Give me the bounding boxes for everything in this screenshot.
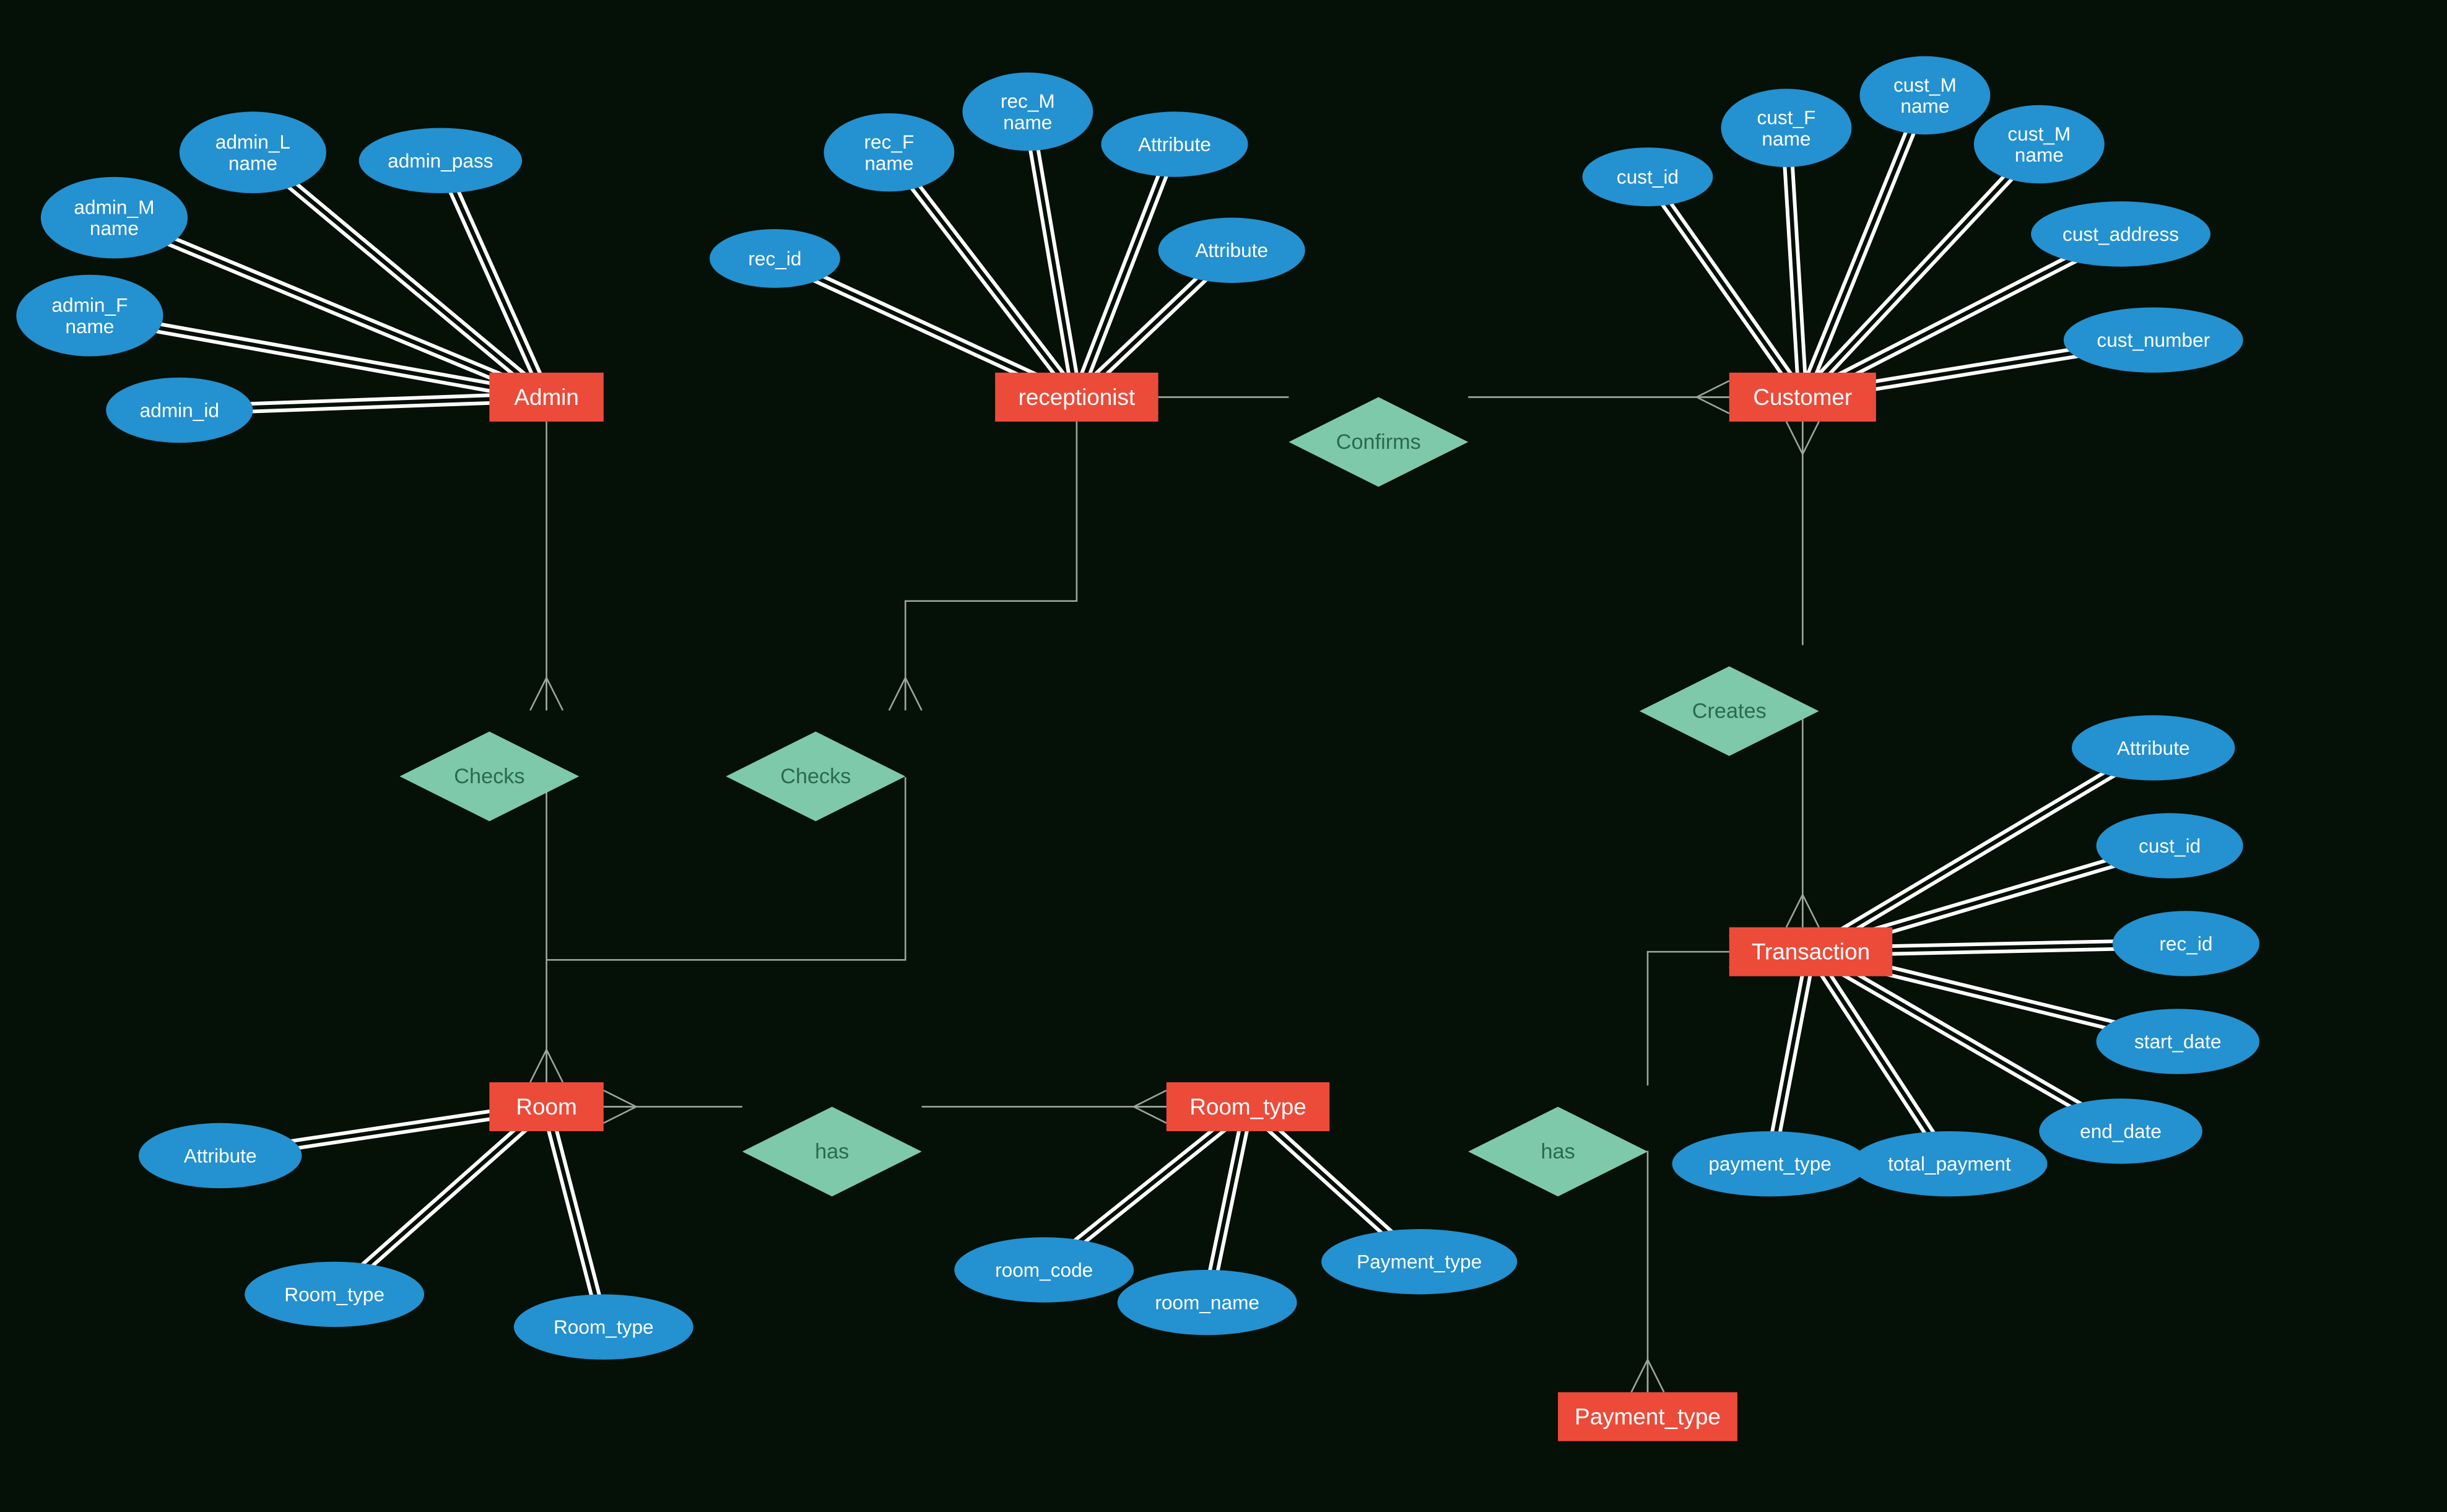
attribute-customer-5: cust_number bbox=[2064, 307, 2243, 372]
entity-label: Admin bbox=[514, 385, 579, 410]
attribute-customer-4: cust_address bbox=[2031, 201, 2210, 266]
entity-room: Room bbox=[489, 1082, 603, 1131]
attribute-label: end_date bbox=[2080, 1120, 2162, 1142]
attribute-room-2: Room_type bbox=[514, 1294, 693, 1359]
attribute-label: Attribute bbox=[1138, 133, 1211, 155]
attribute-admin-2: admin_Mname bbox=[41, 177, 188, 259]
entity-admin: Admin bbox=[489, 373, 603, 422]
entity-label: Room bbox=[516, 1094, 576, 1119]
relationship-label: Checks bbox=[454, 765, 524, 788]
attribute-label: rec_Fname bbox=[864, 131, 914, 174]
attribute-admin-0: admin_Lname bbox=[180, 111, 326, 193]
relationship-label: Creates bbox=[1692, 700, 1767, 723]
attribute-label: admin_pass bbox=[388, 149, 493, 172]
attribute-receptionist-2: rec_Mname bbox=[962, 72, 1093, 150]
attribute-transaction-1: cust_id bbox=[2097, 813, 2243, 878]
attribute-receptionist-3: Attribute bbox=[1101, 111, 1248, 176]
attribute-label: cust_number bbox=[2097, 329, 2210, 351]
attribute-label: cust_address bbox=[2062, 223, 2179, 245]
relationship-label: has bbox=[815, 1140, 849, 1163]
attribute-room_type-2: Payment_type bbox=[1321, 1229, 1517, 1294]
attribute-transaction-2: rec_id bbox=[2113, 911, 2259, 976]
attribute-customer-3: cust_Mname bbox=[1974, 105, 2105, 183]
entity-payment_type: Payment_type bbox=[1558, 1393, 1737, 1441]
attribute-admin-3: admin_Fname bbox=[16, 275, 163, 357]
attribute-label: cust_Mname bbox=[2007, 123, 2071, 166]
attribute-label: Attribute bbox=[2117, 737, 2190, 759]
entity-label: Payment_type bbox=[1575, 1404, 1721, 1430]
attribute-receptionist-1: rec_Fname bbox=[824, 113, 955, 191]
attribute-customer-1: cust_Fname bbox=[1721, 89, 1852, 167]
attribute-label: Attribute bbox=[1195, 239, 1268, 261]
entity-label: Room_type bbox=[1189, 1094, 1306, 1119]
attribute-label: cust_id bbox=[2139, 835, 2201, 857]
attribute-customer-0: cust_id bbox=[1583, 147, 1713, 206]
attribute-label: Payment_type bbox=[1357, 1251, 1482, 1273]
relationship-label: Checks bbox=[780, 765, 851, 788]
attribute-transaction-4: end_date bbox=[2039, 1098, 2202, 1163]
attribute-transaction-5: total_payment bbox=[1851, 1131, 2047, 1196]
attribute-label: payment_type bbox=[1708, 1153, 1832, 1175]
attribute-label: rec_id bbox=[748, 247, 801, 269]
attribute-admin-4: admin_id bbox=[106, 378, 253, 443]
attribute-room_type-1: room_name bbox=[1118, 1270, 1297, 1335]
attribute-label: room_name bbox=[1155, 1292, 1259, 1314]
attribute-receptionist-4: Attribute bbox=[1158, 218, 1305, 283]
attribute-label: room_code bbox=[995, 1259, 1093, 1281]
entity-transaction: Transaction bbox=[1729, 928, 1892, 976]
attribute-transaction-6: payment_type bbox=[1672, 1131, 1868, 1196]
entity-customer: Customer bbox=[1729, 373, 1876, 422]
relationship-label: Confirms bbox=[1336, 430, 1421, 454]
attribute-label: Room_type bbox=[554, 1316, 654, 1338]
attribute-label: cust_Fname bbox=[1757, 106, 1816, 150]
attribute-label: cust_Mname bbox=[1893, 74, 1957, 117]
attribute-transaction-3: start_date bbox=[2097, 1009, 2259, 1074]
attribute-label: total_payment bbox=[1888, 1153, 2011, 1175]
attribute-admin-1: admin_pass bbox=[359, 128, 522, 193]
attribute-label: Room_type bbox=[284, 1283, 385, 1305]
attribute-room_type-0: room_code bbox=[954, 1237, 1134, 1302]
attribute-room-1: Room_type bbox=[245, 1262, 424, 1327]
entity-label: receptionist bbox=[1019, 385, 1136, 410]
attribute-room-0: Attribute bbox=[139, 1123, 302, 1188]
attribute-label: rec_Mname bbox=[1001, 90, 1055, 133]
entity-receptionist: receptionist bbox=[995, 373, 1158, 422]
relationship-label: has bbox=[1541, 1140, 1575, 1163]
entity-label: Customer bbox=[1753, 385, 1852, 410]
attribute-receptionist-0: rec_id bbox=[710, 229, 840, 288]
entity-room_type: Room_type bbox=[1167, 1082, 1329, 1131]
attribute-label: Attribute bbox=[184, 1144, 257, 1167]
attribute-label: cust_id bbox=[1617, 166, 1679, 188]
entity-label: Transaction bbox=[1752, 939, 1870, 965]
attribute-label: rec_id bbox=[2159, 932, 2212, 955]
attribute-transaction-0: Attribute bbox=[2072, 715, 2235, 780]
attribute-customer-2: cust_Mname bbox=[1860, 56, 1991, 134]
attribute-label: admin_id bbox=[140, 399, 219, 421]
attribute-label: start_date bbox=[2134, 1030, 2222, 1053]
